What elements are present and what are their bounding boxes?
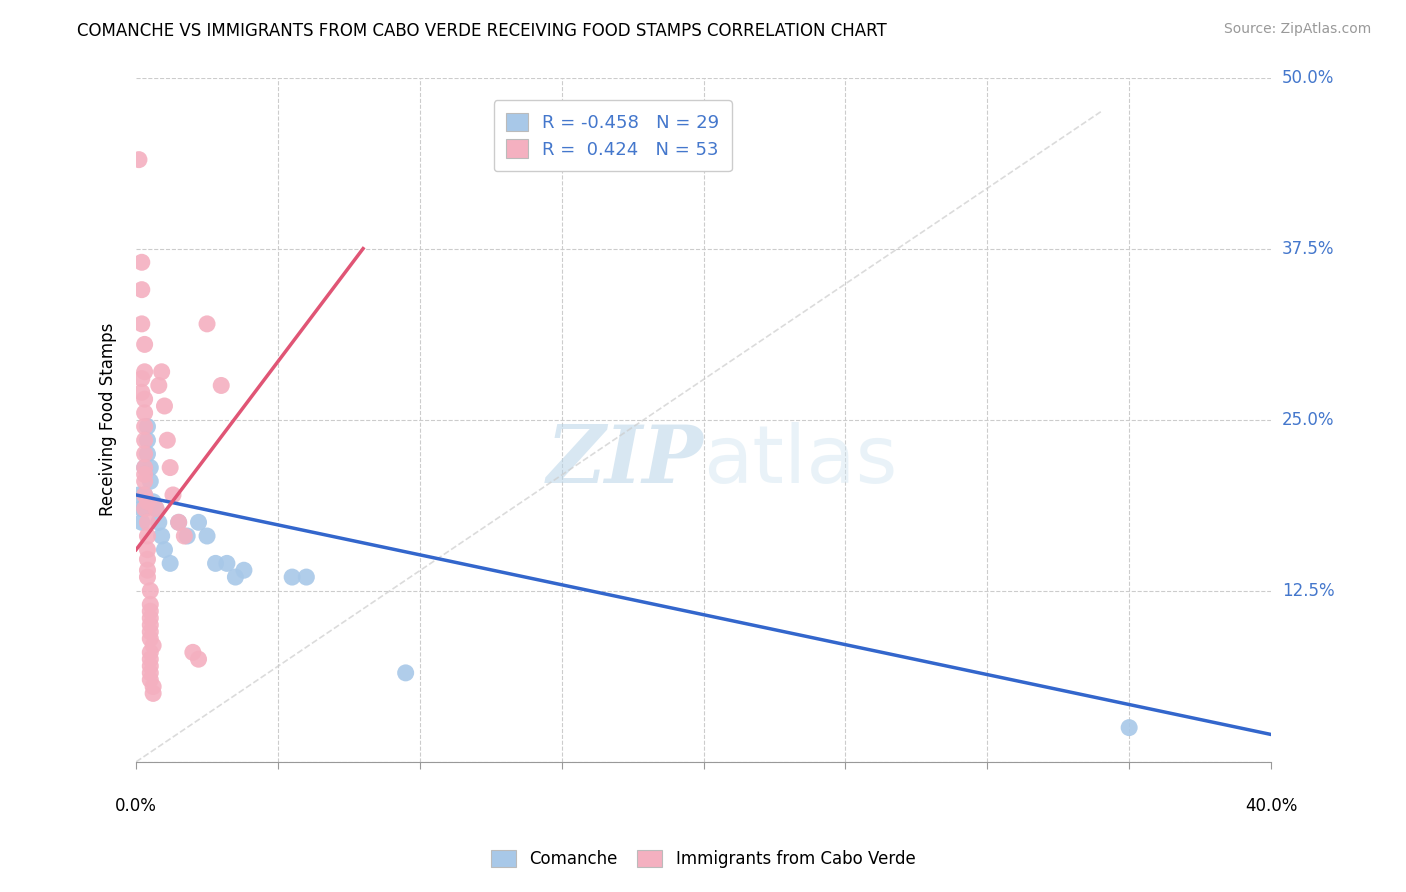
Text: 50.0%: 50.0% — [1282, 69, 1334, 87]
Point — [134, 337, 156, 351]
Point — [136, 542, 159, 557]
Point — [153, 399, 176, 413]
Point — [295, 570, 318, 584]
Point — [139, 673, 162, 687]
Point — [131, 283, 153, 297]
Point — [187, 652, 209, 666]
Point — [150, 529, 173, 543]
Point — [131, 317, 153, 331]
Point — [209, 378, 232, 392]
Point — [139, 611, 162, 625]
Point — [145, 501, 167, 516]
Point — [139, 604, 162, 618]
Point — [136, 570, 159, 584]
Point — [134, 365, 156, 379]
Legend: R = -0.458   N = 29, R =  0.424   N = 53: R = -0.458 N = 29, R = 0.424 N = 53 — [494, 100, 733, 171]
Point — [134, 475, 156, 489]
Point — [131, 501, 153, 516]
Point — [139, 632, 162, 646]
Text: atlas: atlas — [703, 422, 898, 500]
Point — [134, 419, 156, 434]
Text: ZIP: ZIP — [547, 422, 703, 500]
Point — [136, 516, 159, 530]
Point — [167, 516, 190, 530]
Point — [139, 598, 162, 612]
Point — [139, 583, 162, 598]
Point — [395, 665, 418, 680]
Point — [159, 460, 181, 475]
Point — [131, 371, 153, 385]
Text: COMANCHE VS IMMIGRANTS FROM CABO VERDE RECEIVING FOOD STAMPS CORRELATION CHART: COMANCHE VS IMMIGRANTS FROM CABO VERDE R… — [77, 22, 887, 40]
Point — [134, 488, 156, 502]
Point — [181, 645, 204, 659]
Point — [159, 557, 181, 571]
Point — [167, 516, 190, 530]
Text: 25.0%: 25.0% — [1282, 410, 1334, 429]
Point — [128, 153, 150, 167]
Point — [136, 563, 159, 577]
Point — [187, 516, 209, 530]
Point — [1118, 721, 1140, 735]
Point — [139, 624, 162, 639]
Point — [134, 460, 156, 475]
Point — [281, 570, 304, 584]
Point — [139, 652, 162, 666]
Point — [142, 686, 165, 700]
Point — [136, 529, 159, 543]
Point — [142, 680, 165, 694]
Point — [134, 434, 156, 448]
Text: 40.0%: 40.0% — [1244, 797, 1298, 814]
Point — [134, 392, 156, 406]
Point — [176, 529, 198, 543]
Point — [224, 570, 246, 584]
Point — [148, 378, 170, 392]
Point — [139, 475, 162, 489]
Text: Source: ZipAtlas.com: Source: ZipAtlas.com — [1223, 22, 1371, 37]
Point — [139, 645, 162, 659]
Point — [139, 659, 162, 673]
Point — [195, 317, 218, 331]
Point — [128, 488, 150, 502]
Text: 37.5%: 37.5% — [1282, 240, 1334, 258]
Point — [139, 618, 162, 632]
Point — [134, 406, 156, 420]
Point — [142, 495, 165, 509]
Point — [150, 365, 173, 379]
Point — [136, 447, 159, 461]
Point — [148, 516, 170, 530]
Point — [142, 639, 165, 653]
Point — [134, 467, 156, 482]
Point — [139, 665, 162, 680]
Point — [134, 460, 156, 475]
Point — [195, 529, 218, 543]
Y-axis label: Receiving Food Stamps: Receiving Food Stamps — [100, 323, 117, 516]
Point — [134, 501, 156, 516]
Point — [162, 488, 184, 502]
Legend: Comanche, Immigrants from Cabo Verde: Comanche, Immigrants from Cabo Verde — [484, 843, 922, 875]
Point — [131, 255, 153, 269]
Point — [215, 557, 238, 571]
Point — [134, 447, 156, 461]
Point — [134, 501, 156, 516]
Point — [136, 419, 159, 434]
Point — [136, 552, 159, 566]
Point — [131, 516, 153, 530]
Point — [232, 563, 254, 577]
Point — [145, 501, 167, 516]
Point — [153, 542, 176, 557]
Text: 12.5%: 12.5% — [1282, 582, 1334, 599]
Point — [139, 460, 162, 475]
Point — [131, 385, 153, 400]
Point — [173, 529, 195, 543]
Point — [204, 557, 226, 571]
Point — [136, 434, 159, 448]
Text: 0.0%: 0.0% — [115, 797, 157, 814]
Point — [136, 495, 159, 509]
Point — [156, 434, 179, 448]
Point — [134, 488, 156, 502]
